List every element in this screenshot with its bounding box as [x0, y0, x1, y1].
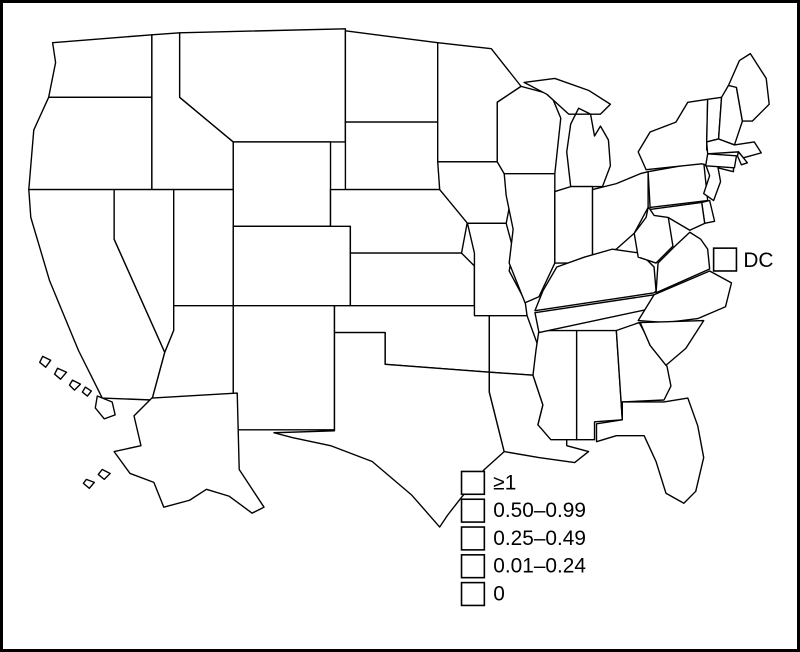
state-ri	[736, 151, 749, 166]
state-md	[649, 201, 706, 231]
state-va	[655, 231, 711, 294]
state-or	[28, 96, 153, 191]
state-in	[554, 185, 594, 264]
state-ar	[488, 314, 540, 376]
state-ky	[534, 248, 657, 312]
state-ms	[532, 329, 578, 441]
state-nc	[637, 270, 733, 324]
state-wa	[47, 34, 153, 98]
legend-swatch-gte-1	[460, 470, 486, 496]
legend-label-gte-1: ≥1	[493, 471, 516, 494]
state-wi	[496, 85, 562, 175]
state-me	[727, 52, 770, 122]
state-ct	[704, 153, 738, 169]
state-ma	[705, 138, 762, 159]
state-ak	[82, 392, 265, 514]
state-co	[232, 225, 352, 307]
dc-callout: DC	[712, 247, 773, 272]
legend-label-zero: 0	[493, 582, 505, 605]
states-layer	[28, 28, 770, 528]
legend-label-025-049: 0.25–0.49	[493, 527, 586, 550]
state-mi	[523, 77, 612, 188]
legend-swatch-025-049	[460, 526, 486, 551]
legend-swatch-zero	[460, 581, 486, 607]
state-ut	[173, 188, 234, 307]
state-nm	[232, 305, 336, 431]
state-hi	[39, 355, 116, 420]
legend-swatch-001-024	[460, 554, 486, 579]
state-fl	[595, 397, 705, 504]
state-ks	[349, 252, 476, 307]
us-choropleth-map: DC ≥1 0.50–0.99 0.25–0.49 0.01–0.24 0	[28, 28, 773, 607]
map-legend: ≥1 0.50–0.99 0.25–0.49 0.01–0.24 0	[460, 470, 586, 607]
state-tx	[273, 331, 505, 528]
legend-swatch-050-099	[460, 498, 486, 523]
dc-swatch	[712, 247, 738, 272]
legend-label-050-099: 0.50–0.99	[493, 499, 586, 522]
state-sc	[639, 319, 705, 366]
state-nd	[344, 30, 439, 123]
state-wy	[232, 141, 332, 228]
state-sd	[344, 121, 441, 191]
dc-label: DC	[743, 249, 773, 272]
legend-label-001-024: 0.01–0.24	[493, 555, 586, 578]
